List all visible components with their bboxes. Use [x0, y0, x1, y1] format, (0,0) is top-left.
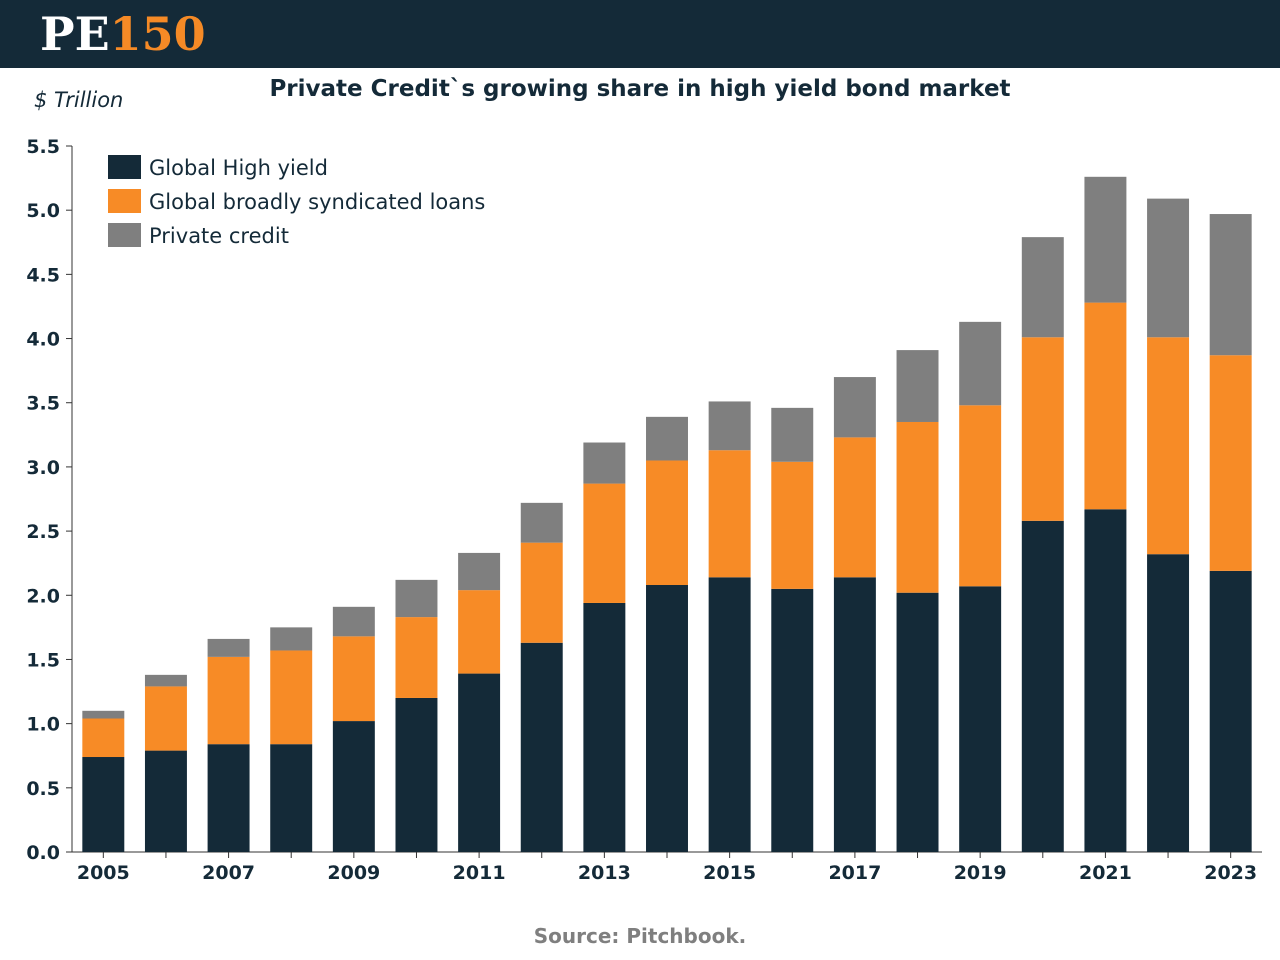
- bar-2018-private-credit: [896, 350, 939, 422]
- bar-2023-bsl: [1209, 355, 1252, 571]
- legend: Global High yield Global broadly syndicat…: [108, 155, 485, 248]
- bar-2006-bsl: [144, 686, 187, 751]
- bar-2020-bsl: [1021, 337, 1064, 521]
- bar-2014-bsl: [646, 460, 688, 586]
- bar-2018-high-yield: [896, 592, 939, 852]
- bar-2020-private-credit: [1021, 237, 1064, 338]
- y-tick-label: 0.5: [26, 778, 60, 800]
- bar-2017-high-yield: [833, 577, 876, 852]
- x-tick-label: 2005: [77, 862, 130, 884]
- bar-2009-bsl: [332, 636, 375, 722]
- bar-2014-high-yield: [646, 585, 688, 852]
- header-bar: PE150: [0, 0, 1280, 68]
- y-tick-label: 4.0: [26, 329, 60, 351]
- y-axis-unit-label: $ Trillion: [34, 88, 124, 112]
- y-axis: 0.0 0.5 1.0 1.5 2.0 2.5 3.0 3.5 4.0 4.5 5.0 5.5: [26, 136, 73, 864]
- bar-2022-private-credit: [1147, 198, 1190, 338]
- y-tick-label: 5.0: [26, 200, 60, 222]
- bar-2019-high-yield: [959, 586, 1002, 852]
- bar-2012-high-yield: [520, 642, 563, 852]
- x-tick-label: 2009: [327, 862, 380, 884]
- bar-2020-high-yield: [1021, 520, 1064, 852]
- source-note: Source: Pitchbook.: [533, 924, 747, 948]
- bar-2006-high-yield: [144, 750, 187, 852]
- bar-2010-high-yield: [395, 697, 438, 852]
- x-axis: 2005 2007 2009 2011 2013 2015 2017 2019 2021 2023: [72, 851, 1262, 884]
- y-tick-label: 2.5: [26, 521, 60, 543]
- bar-2013-bsl: [583, 483, 626, 603]
- bar-2022-high-yield: [1147, 554, 1190, 852]
- legend-swatch: [108, 223, 141, 247]
- pe150-logo: PE150: [40, 7, 206, 61]
- y-tick-label: 1.0: [26, 714, 60, 736]
- x-tick-label: 2017: [828, 862, 881, 884]
- legend-label: Global broadly syndicated loans: [149, 190, 485, 214]
- bar-2015-private-credit: [708, 401, 751, 451]
- bar-2016-bsl: [771, 461, 814, 589]
- bar-2008-high-yield: [270, 744, 313, 852]
- x-tick-label: 2007: [202, 862, 255, 884]
- bar-2013-high-yield: [583, 602, 626, 852]
- legend-label: Global High yield: [149, 156, 328, 180]
- bar-2017-private-credit: [833, 377, 876, 438]
- bar-2021-bsl: [1084, 302, 1127, 510]
- y-tick-label: 5.5: [26, 136, 60, 158]
- bar-2005-bsl: [82, 718, 125, 758]
- bar-2009-high-yield: [332, 721, 375, 852]
- x-tick-label: 2023: [1204, 862, 1257, 884]
- bar-2008-bsl: [270, 650, 313, 745]
- bar-2014-private-credit: [646, 416, 688, 461]
- bar-2012-private-credit: [520, 502, 563, 543]
- x-tick-label: 2019: [954, 862, 1007, 884]
- bar-2007-bsl: [207, 656, 250, 745]
- legend-swatch: [108, 155, 141, 179]
- bar-2017-bsl: [833, 437, 876, 578]
- y-tick-label: 0.0: [26, 842, 60, 864]
- chart-title: Private Credit`s growing share in high y…: [269, 76, 1011, 102]
- x-tick-label: 2015: [703, 862, 756, 884]
- y-tick-label: 1.5: [26, 649, 60, 671]
- bar-2005-high-yield: [82, 757, 125, 852]
- bar-2010-bsl: [395, 617, 438, 698]
- bar-2009-private-credit: [332, 606, 375, 637]
- bar-2015-bsl: [708, 450, 751, 578]
- bar-2021-private-credit: [1084, 176, 1127, 303]
- legend-swatch: [108, 189, 141, 213]
- bar-2022-bsl: [1147, 337, 1190, 555]
- legend-label: Private credit: [149, 224, 289, 248]
- bar-2007-private-credit: [207, 638, 250, 657]
- bar-2012-bsl: [520, 542, 563, 643]
- bar-2011-bsl: [458, 590, 501, 674]
- bar-2023-high-yield: [1209, 570, 1252, 852]
- bars: [82, 176, 1252, 852]
- bar-2010-private-credit: [395, 579, 438, 618]
- bar-2023-private-credit: [1209, 214, 1252, 356]
- bar-2019-private-credit: [959, 321, 1002, 406]
- bar-2011-high-yield: [458, 673, 501, 852]
- bar-2007-high-yield: [207, 744, 250, 852]
- bar-2011-private-credit: [458, 552, 501, 591]
- bar-2008-private-credit: [270, 627, 313, 651]
- bar-2021-high-yield: [1084, 509, 1127, 852]
- bar-2018-bsl: [896, 421, 939, 593]
- bar-2005-private-credit: [82, 710, 125, 719]
- bar-2016-private-credit: [771, 407, 814, 462]
- bar-2006-private-credit: [144, 674, 187, 687]
- bar-2013-private-credit: [583, 442, 626, 484]
- y-tick-label: 4.5: [26, 264, 60, 286]
- bar-2019-bsl: [959, 405, 1002, 587]
- y-tick-label: 2.0: [26, 585, 60, 607]
- y-tick-label: 3.5: [26, 393, 60, 415]
- y-tick-label: 3.0: [26, 457, 60, 479]
- bar-2015-high-yield: [708, 577, 751, 852]
- bar-2016-high-yield: [771, 588, 814, 852]
- x-tick-label: 2021: [1079, 862, 1132, 884]
- x-tick-label: 2011: [453, 862, 506, 884]
- x-tick-label: 2013: [578, 862, 631, 884]
